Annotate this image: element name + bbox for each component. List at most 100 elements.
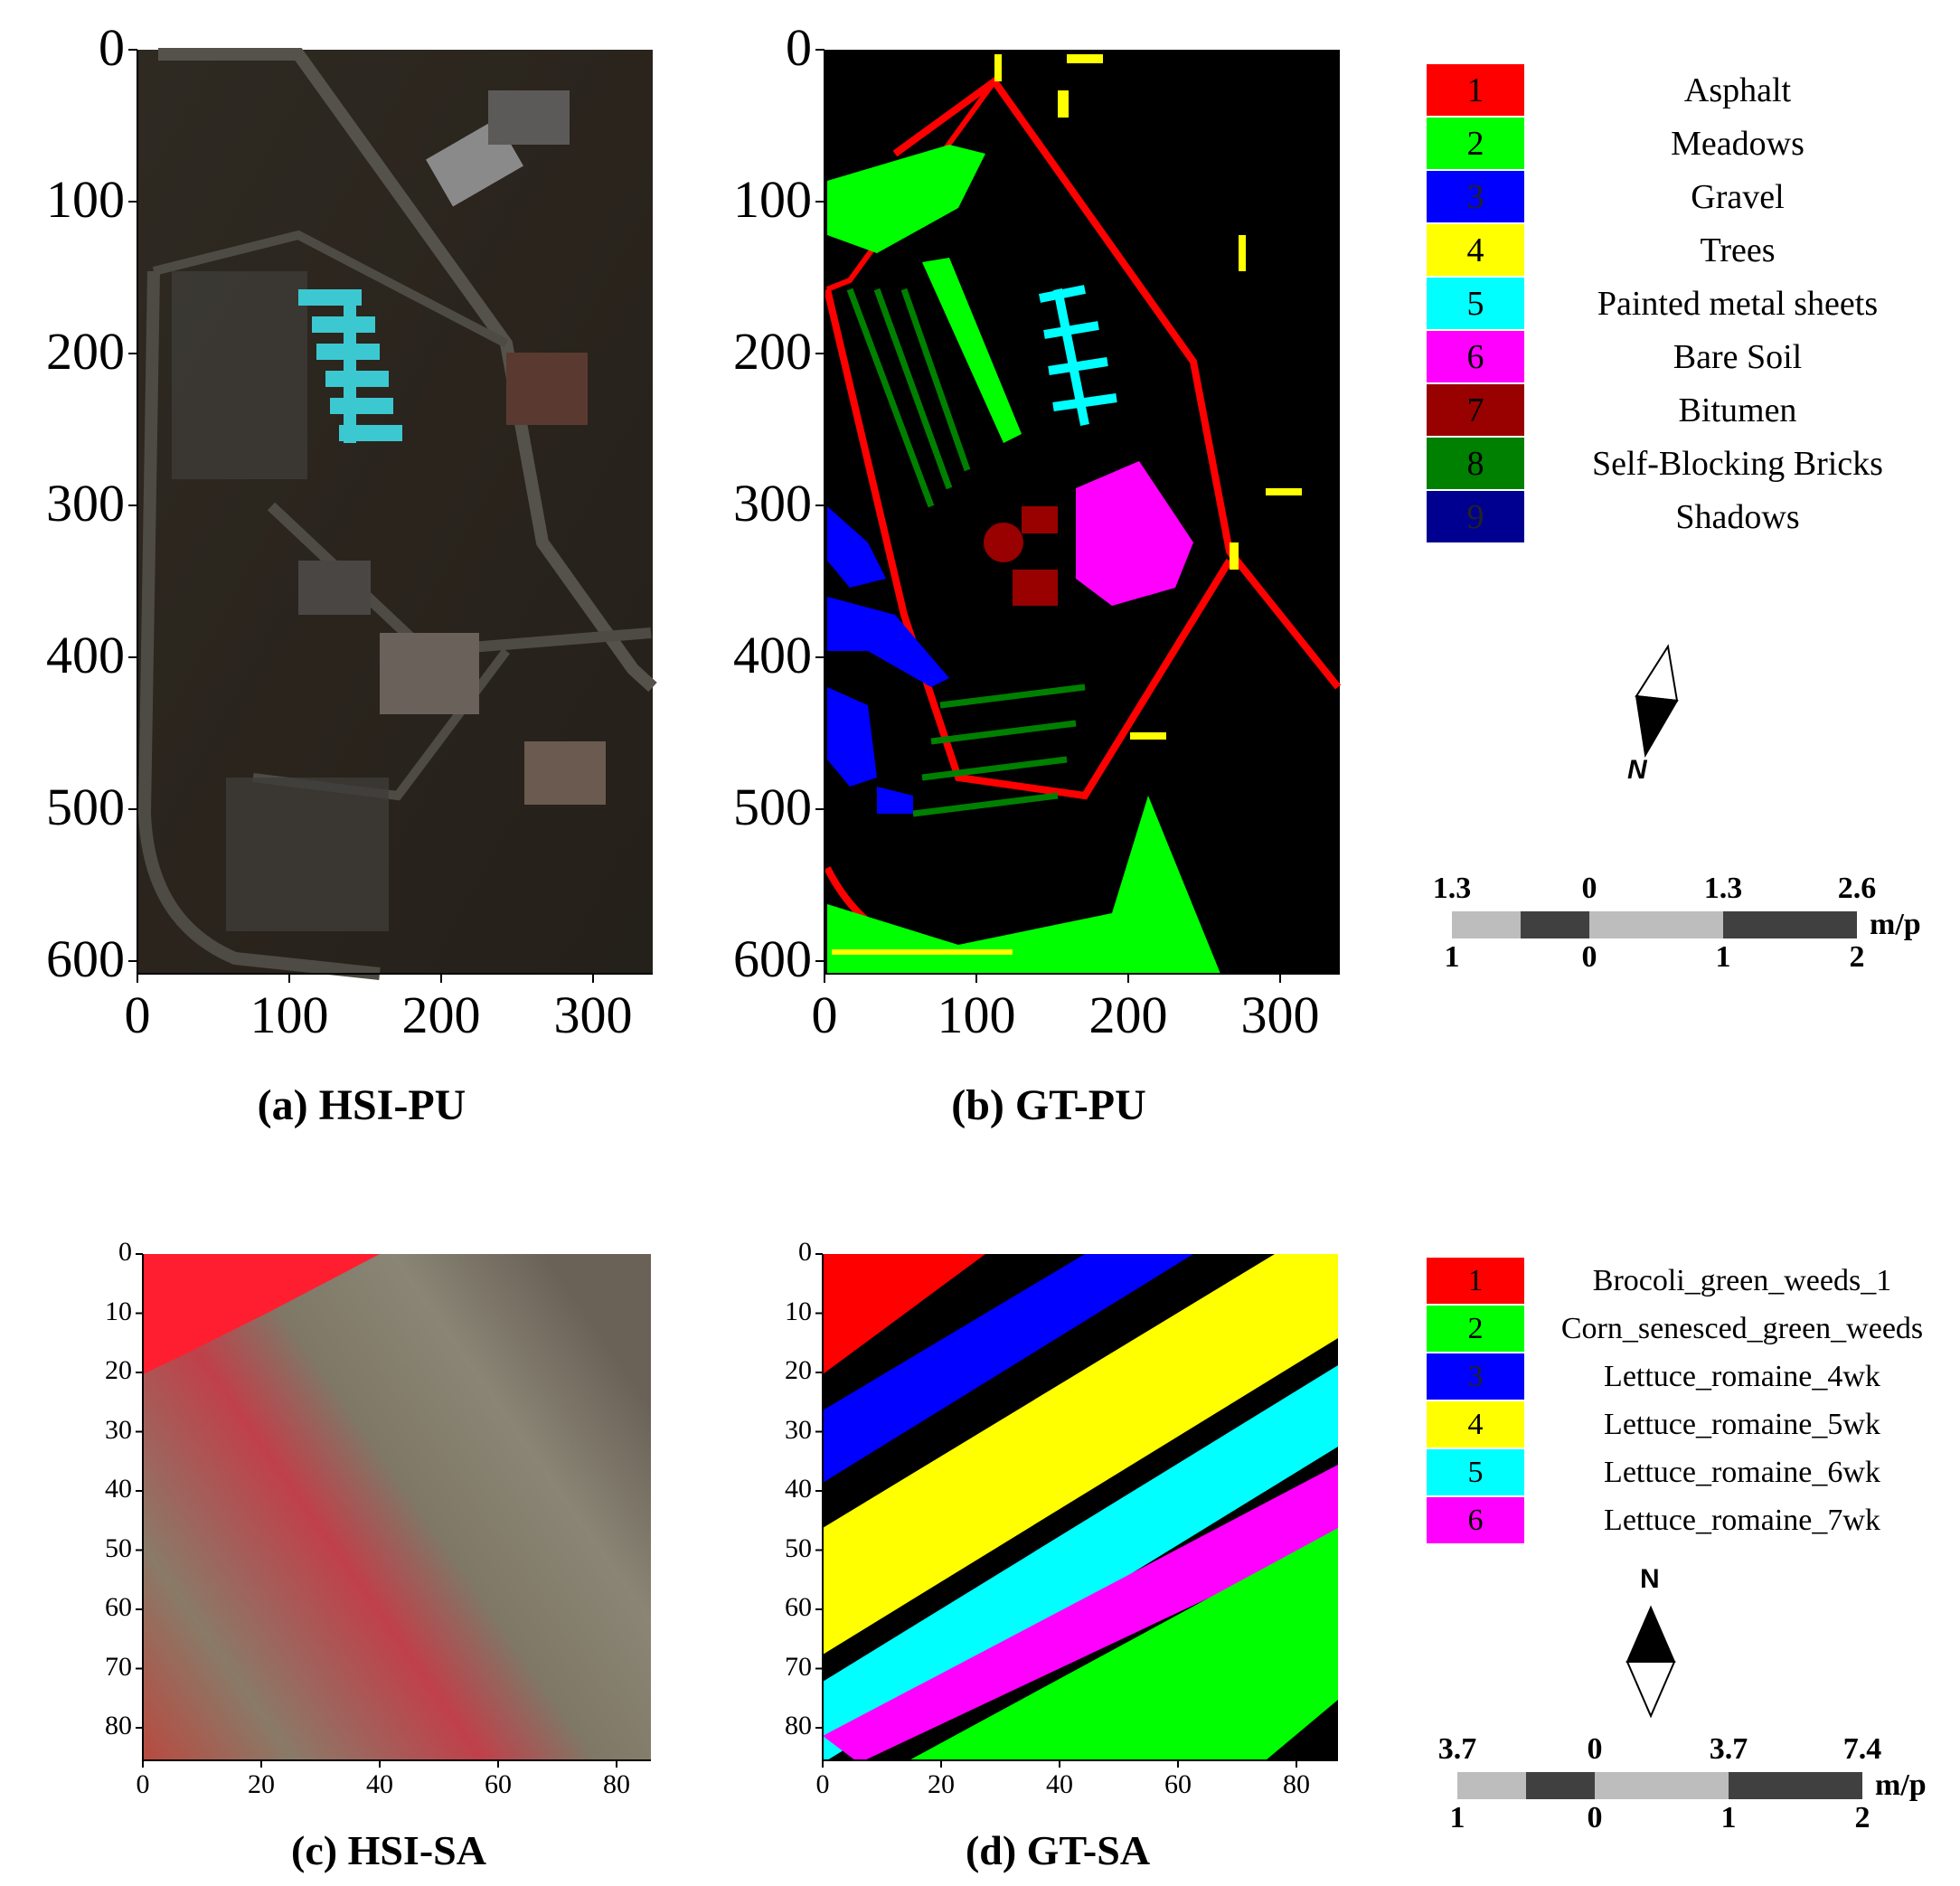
legend-item: 6 Bare Soil (1427, 330, 1951, 383)
y-tick-label: 70 (105, 1651, 132, 1682)
y-tick-label: 0 (786, 18, 812, 78)
scalebar-bottom-label: 1 (1444, 940, 1460, 974)
x-tick-label: 0 (815, 1769, 830, 1799)
scalebar-segment (1595, 1772, 1729, 1799)
scalebar-segment (1723, 911, 1857, 938)
y-tick-label: 20 (785, 1355, 812, 1386)
y-tick-label: 10 (785, 1296, 812, 1326)
legend-swatch: 7 (1427, 384, 1524, 436)
legend-swatch: 1 (1427, 1258, 1524, 1304)
panel-hsi-pu: 0 100 200 300 0 100 200 300 400 500 600 (a) HSI-PU (0, 0, 687, 1157)
legend-label: Shadows (1675, 497, 1800, 536)
legend-swatch: 2 (1427, 1306, 1524, 1352)
caption-gt-sa: (d) GT-SA (965, 1827, 1151, 1873)
compass-sa: N (1618, 1564, 1700, 1719)
scalebar-segment (1526, 1772, 1595, 1799)
legend-label: Asphalt (1683, 71, 1792, 109)
legend-item: 5 Lettuce_romaine_6wk (1427, 1448, 1960, 1496)
scalebar-bottom-label: 1 (1715, 940, 1731, 974)
y-tick-label: 100 (46, 170, 125, 230)
scalebar-top-label: 3.7 (1437, 1732, 1477, 1766)
legend-label: Gravel (1691, 177, 1785, 216)
legend-item: 8 Self-Blocking Bricks (1427, 437, 1951, 490)
y-tick-label: 80 (105, 1711, 132, 1741)
scalebar-segment (1729, 1772, 1862, 1799)
scalebar-top-label: 2.6 (1837, 872, 1877, 905)
legend-swatch: 9 (1427, 491, 1524, 542)
legend-label: Lettuce_romaine_5wk (1604, 1407, 1880, 1441)
legend-item: 3 Lettuce_romaine_4wk (1427, 1353, 1960, 1400)
y-tick-label: 500 (46, 778, 125, 837)
x-tick-label: 300 (1240, 985, 1320, 1044)
legend-swatch: 6 (1427, 1497, 1524, 1543)
legend-item: 3 Gravel (1427, 170, 1951, 223)
y-tick-label: 300 (733, 474, 812, 533)
compass-letter-sa: N (1640, 1564, 1660, 1594)
y-tick-label: 40 (785, 1474, 812, 1504)
legend-item: 5 Painted metal sheets (1427, 277, 1951, 330)
scalebar-top-label: 0 (1581, 872, 1597, 905)
legend-pu: 1 Asphalt 2 Meadows 3 Gravel 4 Trees 5 Painted me… (1427, 63, 1951, 552)
panel-gt-sa: 0 20 40 60 80 0 10 20 30 40 50 60 70 80 (d) GT-SA (687, 1230, 1374, 1886)
legend-item: 9 Shadows (1427, 490, 1951, 543)
y-tick-label: 600 (733, 929, 812, 989)
y-tick-label: 400 (733, 626, 812, 685)
x-tick-label: 0 (811, 985, 838, 1044)
legend-item: 4 Lettuce_romaine_5wk (1427, 1400, 1960, 1448)
x-tick-label: 200 (401, 985, 481, 1044)
legend-item: 2 Meadows (1427, 117, 1951, 170)
legend-label: Bitumen (1678, 391, 1797, 429)
y-tick-label: 200 (733, 322, 812, 382)
north-arrow-icon (1635, 644, 1679, 758)
hsi-pu-image (128, 48, 657, 983)
scalebar-bottom-label: 1 (1449, 1801, 1465, 1834)
legend-item: 4 Trees (1427, 223, 1951, 277)
legend-label: Lettuce_romaine_6wk (1604, 1455, 1880, 1489)
x-tick-label: 40 (1046, 1769, 1073, 1799)
legend-swatch: 1 (1427, 64, 1524, 116)
panel-gt-pu: 0 100 200 300 0 100 200 300 400 500 600 (b) GT-PU (687, 0, 1374, 1157)
legend-swatch: 5 (1427, 278, 1524, 329)
legend-label: Bare Soil (1673, 337, 1803, 376)
x-tick-label: 300 (553, 985, 633, 1044)
legend-swatch: 4 (1427, 224, 1524, 276)
scalebar-bottom-label: 1 (1720, 1801, 1737, 1834)
caption-gt-pu: (b) GT-PU (951, 1081, 1146, 1129)
compass-pu: N (1618, 642, 1700, 796)
legend-label: Lettuce_romaine_7wk (1604, 1503, 1880, 1537)
y-tick-label: 200 (46, 322, 125, 382)
legend-label: Trees (1700, 231, 1776, 269)
x-tick-label: 80 (603, 1769, 630, 1799)
x-tick-label: 60 (1164, 1769, 1192, 1799)
legend-label: Brocoli_green_weeds_1 (1592, 1263, 1892, 1297)
legend-swatch: 3 (1427, 171, 1524, 222)
y-tick-label: 10 (105, 1296, 132, 1326)
y-tick-label: 30 (105, 1414, 132, 1445)
scalebar-top-label: 3.7 (1709, 1732, 1748, 1766)
y-tick-label: 30 (785, 1414, 812, 1445)
north-arrow-icon (1625, 1605, 1676, 1719)
legend-item: 2 Corn_senesced_green_weeds (1427, 1305, 1960, 1353)
scalebar-top-label: 0 (1587, 1732, 1603, 1766)
legend-label: Corn_senesced_green_weeds (1560, 1311, 1924, 1345)
legend-swatch: 6 (1427, 331, 1524, 382)
x-tick-label: 100 (937, 985, 1016, 1044)
legend-label: Lettuce_romaine_4wk (1604, 1359, 1880, 1393)
scalebar-bottom-label: 2 (1849, 940, 1865, 974)
gt-sa-map (815, 1253, 1338, 1768)
scalebar-segment (1452, 911, 1521, 938)
y-tick-label: 70 (785, 1651, 812, 1682)
scalebar-pu: 1.3 0 1.3 2.6 1 0 1 2 m/p (1419, 868, 1944, 976)
y-tick-label: 50 (105, 1532, 132, 1563)
scalebar-unit: m/p (1875, 1768, 1927, 1802)
y-tick-label: 500 (733, 778, 812, 837)
legend-swatch: 3 (1427, 1353, 1524, 1400)
y-tick-label: 0 (798, 1237, 812, 1268)
scalebar-top-label: 7.4 (1842, 1732, 1882, 1766)
legend-swatch: 5 (1427, 1449, 1524, 1495)
y-tick-label: 0 (99, 18, 125, 78)
caption-hsi-sa: (c) HSI-SA (291, 1827, 486, 1873)
compass-letter-pu: N (1627, 755, 1647, 785)
scalebar-bottom-label: 0 (1581, 940, 1597, 974)
x-tick-label: 0 (136, 1769, 150, 1799)
